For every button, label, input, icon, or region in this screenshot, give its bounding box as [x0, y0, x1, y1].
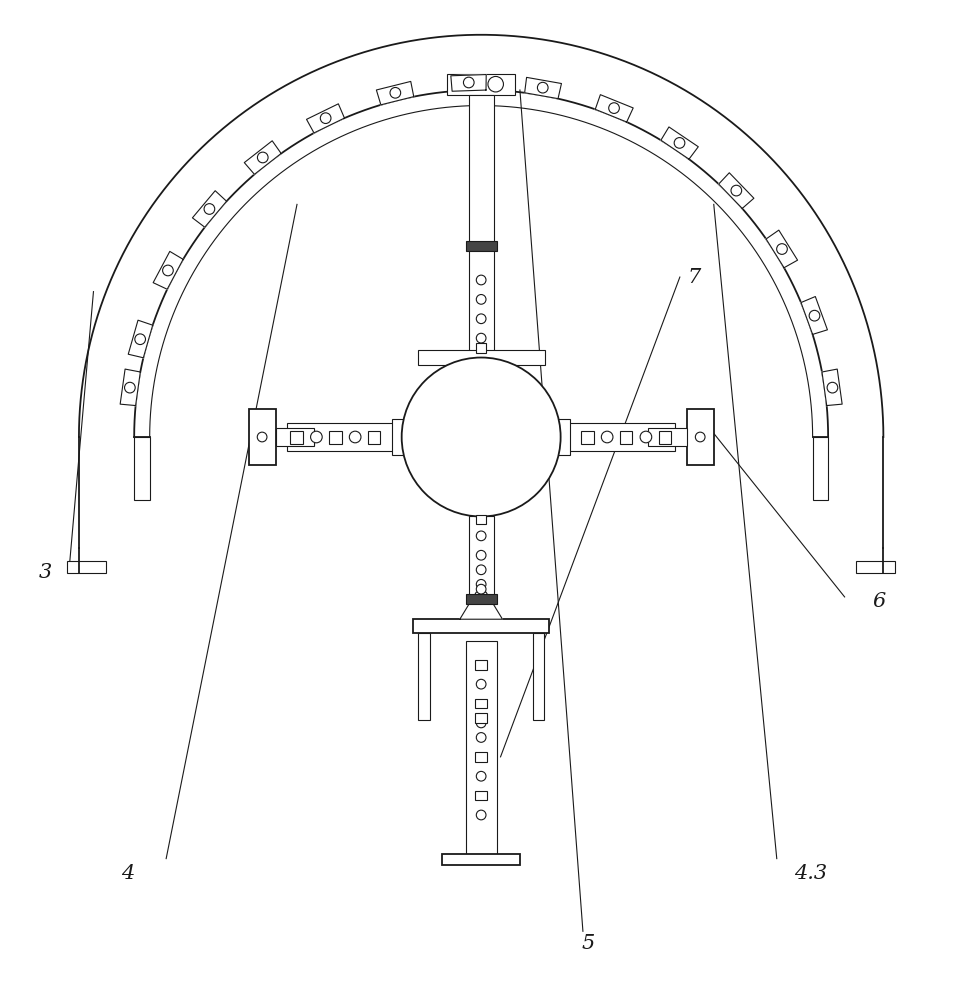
- Bar: [475, 752, 487, 762]
- Circle shape: [538, 82, 548, 93]
- Polygon shape: [128, 320, 153, 358]
- Bar: [555, 419, 571, 455]
- Circle shape: [476, 584, 486, 594]
- Bar: [475, 699, 487, 708]
- Bar: [466, 594, 497, 604]
- Bar: [469, 95, 494, 358]
- Bar: [648, 428, 686, 446]
- Circle shape: [476, 314, 486, 324]
- Circle shape: [476, 579, 486, 589]
- Bar: [856, 561, 895, 573]
- Polygon shape: [154, 251, 183, 289]
- Bar: [620, 431, 633, 444]
- Bar: [533, 633, 544, 720]
- Bar: [475, 791, 487, 800]
- Circle shape: [731, 185, 742, 196]
- Bar: [67, 561, 106, 573]
- Polygon shape: [766, 230, 798, 268]
- Text: 4.3: 4.3: [794, 864, 827, 883]
- Bar: [561, 423, 675, 451]
- Bar: [418, 350, 544, 365]
- Circle shape: [476, 550, 486, 560]
- Text: 3: 3: [38, 563, 52, 582]
- Circle shape: [695, 432, 705, 442]
- Bar: [276, 429, 315, 445]
- Circle shape: [258, 432, 267, 442]
- Polygon shape: [376, 81, 414, 105]
- Bar: [466, 641, 497, 854]
- Circle shape: [476, 771, 486, 781]
- Circle shape: [476, 565, 486, 575]
- Polygon shape: [525, 77, 562, 99]
- Polygon shape: [460, 592, 503, 619]
- Bar: [291, 431, 303, 444]
- Polygon shape: [661, 127, 698, 159]
- Bar: [134, 437, 150, 500]
- Circle shape: [401, 358, 561, 516]
- Circle shape: [476, 733, 486, 742]
- Bar: [686, 409, 713, 465]
- Bar: [447, 74, 515, 95]
- Bar: [392, 419, 407, 455]
- Bar: [329, 431, 341, 444]
- Bar: [413, 619, 549, 633]
- Bar: [288, 423, 401, 451]
- Text: 6: 6: [872, 592, 885, 611]
- Bar: [466, 241, 497, 251]
- Polygon shape: [306, 104, 344, 133]
- Circle shape: [476, 275, 486, 285]
- Bar: [367, 431, 380, 444]
- Circle shape: [488, 76, 503, 92]
- Circle shape: [204, 204, 215, 214]
- Circle shape: [602, 431, 613, 443]
- Circle shape: [476, 718, 486, 728]
- Bar: [813, 437, 828, 500]
- Polygon shape: [718, 173, 754, 208]
- Circle shape: [827, 382, 838, 393]
- Bar: [418, 633, 430, 720]
- Circle shape: [349, 431, 361, 443]
- Circle shape: [135, 334, 146, 345]
- Bar: [476, 515, 486, 524]
- Circle shape: [675, 138, 685, 148]
- Bar: [276, 428, 315, 446]
- Circle shape: [608, 103, 619, 113]
- Circle shape: [476, 333, 486, 343]
- Text: 5: 5: [581, 934, 595, 953]
- Circle shape: [476, 531, 486, 541]
- Bar: [249, 409, 276, 465]
- Bar: [442, 854, 520, 865]
- Polygon shape: [121, 369, 140, 406]
- Polygon shape: [801, 297, 827, 334]
- Circle shape: [809, 310, 819, 321]
- Bar: [469, 516, 494, 626]
- Bar: [476, 343, 486, 353]
- Polygon shape: [822, 369, 842, 406]
- Circle shape: [476, 295, 486, 304]
- Circle shape: [476, 810, 486, 820]
- Bar: [581, 431, 594, 444]
- Circle shape: [476, 679, 486, 689]
- Circle shape: [311, 431, 322, 443]
- Polygon shape: [192, 191, 226, 227]
- Polygon shape: [595, 95, 633, 122]
- Circle shape: [321, 113, 331, 123]
- Circle shape: [162, 265, 173, 276]
- Circle shape: [124, 382, 135, 393]
- Circle shape: [390, 87, 400, 98]
- Circle shape: [258, 152, 268, 163]
- Bar: [475, 660, 487, 670]
- Circle shape: [777, 244, 787, 254]
- Polygon shape: [244, 141, 281, 174]
- Text: 4: 4: [121, 864, 134, 883]
- Bar: [475, 713, 487, 723]
- Circle shape: [464, 77, 474, 88]
- Bar: [658, 431, 671, 444]
- Circle shape: [641, 431, 652, 443]
- Polygon shape: [451, 75, 486, 91]
- Text: 7: 7: [688, 268, 701, 287]
